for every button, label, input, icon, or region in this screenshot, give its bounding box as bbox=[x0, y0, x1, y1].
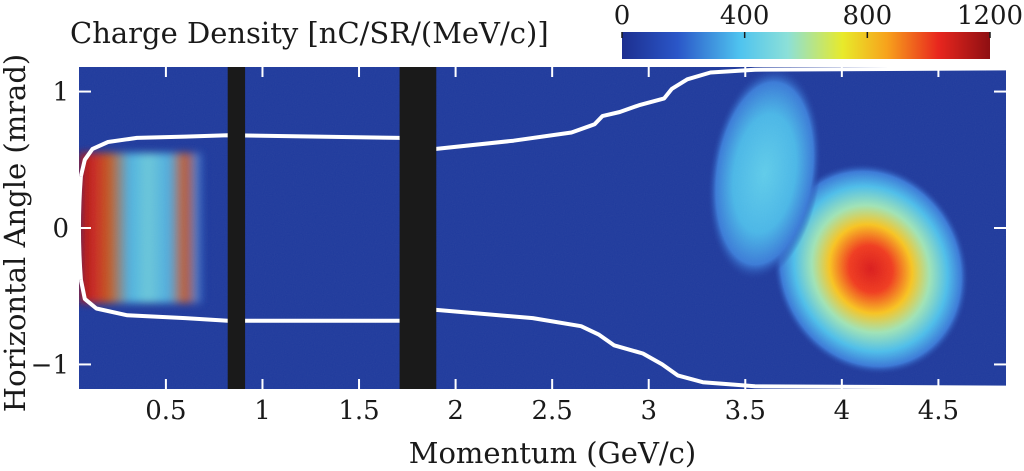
blocked-region-1 bbox=[227, 67, 246, 389]
x-tick-label: 1.5 bbox=[338, 396, 379, 426]
aperture-upper-line bbox=[79, 67, 1006, 177]
blocked-region-2 bbox=[399, 67, 437, 389]
y-tick-label: 1 bbox=[52, 78, 69, 108]
density-map bbox=[79, 67, 1006, 389]
x-tick-label: 0.5 bbox=[145, 396, 186, 426]
density-noise-texture bbox=[79, 67, 1006, 389]
x-tick-label: 4.5 bbox=[918, 396, 959, 426]
x-tick-label: 3.5 bbox=[725, 396, 766, 426]
colorbar bbox=[622, 32, 990, 59]
y-tick-label: 0 bbox=[52, 214, 69, 244]
colorbar-ticks: 0 400 800 1200 bbox=[614, 1, 1023, 38]
y-axis: 1 0 −1 bbox=[31, 78, 1006, 380]
colorbar-tick-label: 400 bbox=[720, 1, 770, 31]
colorbar-tick-label: 1200 bbox=[957, 1, 1023, 31]
x-axis: 0.5 1 1.5 2 2.5 3 3.5 4 4.5 bbox=[145, 67, 959, 426]
x-tick-label: 2.5 bbox=[531, 396, 572, 426]
colorbar-tick-label: 0 bbox=[614, 1, 631, 31]
colorbar-tick-label: 800 bbox=[843, 1, 893, 31]
y-tick-label: −1 bbox=[31, 350, 69, 380]
x-tick-label: 1 bbox=[254, 396, 271, 426]
blocked-regions bbox=[227, 67, 437, 389]
y-axis-title: Horizontal Angle (mrad) bbox=[0, 54, 32, 412]
x-axis-title: Momentum (GeV/c) bbox=[409, 436, 696, 470]
aperture-lower-line bbox=[79, 279, 1006, 389]
aperture-left-edge bbox=[79, 176, 83, 280]
aperture-outline bbox=[79, 67, 1006, 389]
colorbar-title: Charge Density [nC/SR/(MeV/c)] bbox=[70, 16, 549, 50]
x-tick-label: 3 bbox=[640, 396, 657, 426]
x-tick-label: 4 bbox=[834, 396, 851, 426]
x-tick-label: 2 bbox=[447, 396, 464, 426]
